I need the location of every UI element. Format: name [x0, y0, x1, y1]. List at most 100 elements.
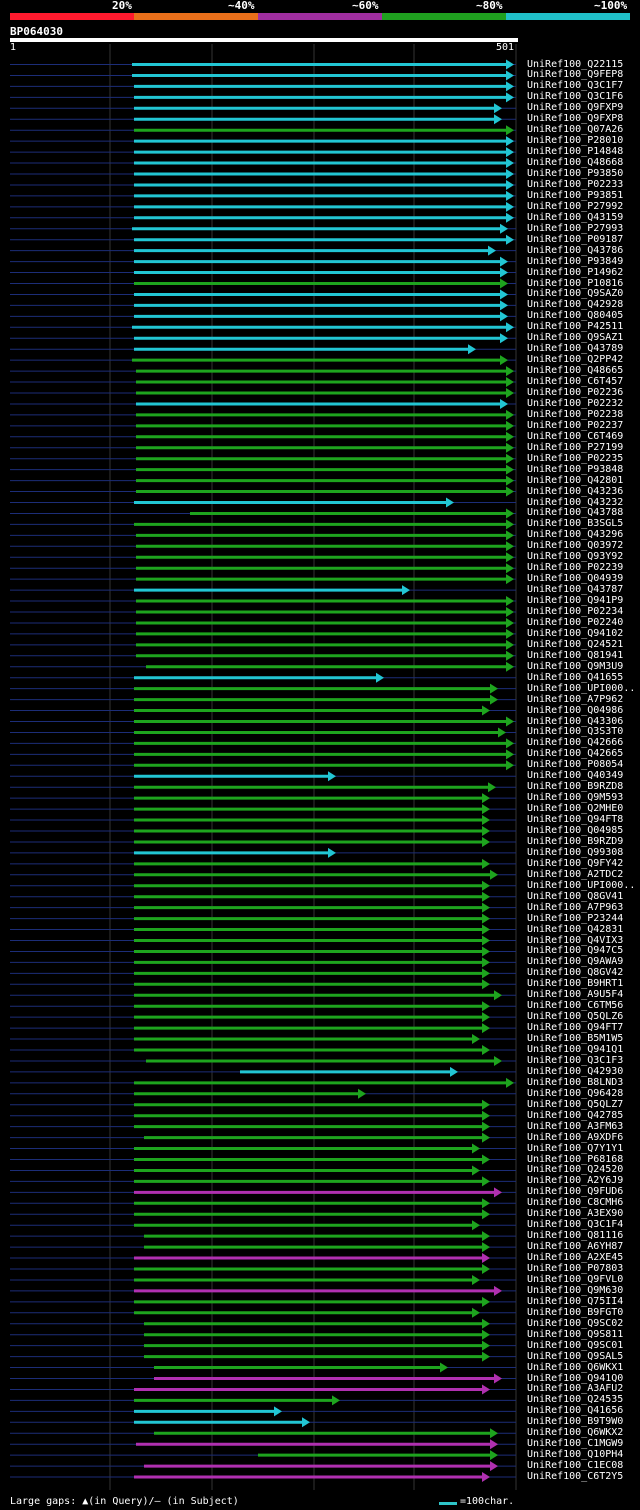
hit-label[interactable]: UniRef100_P27993: [527, 222, 624, 234]
hit-label[interactable]: UniRef100_P07803: [527, 1263, 624, 1274]
hit-label[interactable]: UniRef100_P14962: [527, 266, 624, 278]
hit-label[interactable]: UniRef100_Q9FY42: [527, 857, 624, 869]
hit-label[interactable]: UniRef100_Q3C1F4: [527, 1219, 624, 1231]
hit-label[interactable]: UniRef100_Q42666: [527, 737, 624, 749]
hit-label[interactable]: UniRef100_P10816: [527, 277, 624, 289]
hit-label[interactable]: UniRef100_Q9FVL0: [527, 1273, 624, 1285]
hit-label[interactable]: UniRef100_C1EC08: [527, 1460, 624, 1472]
hit-label[interactable]: UniRef100_Q43236: [527, 485, 624, 497]
hit-label[interactable]: UniRef100_P02232: [527, 397, 624, 409]
hit-label[interactable]: UniRef100_Q43296: [527, 529, 624, 541]
hit-label[interactable]: UniRef100_Q3C1F7: [527, 80, 624, 92]
hit-label[interactable]: UniRef100_Q42801: [527, 474, 624, 486]
hit-label[interactable]: UniRef100_Q43788: [527, 507, 624, 519]
hit-label[interactable]: UniRef100_Q8GV41: [527, 890, 624, 902]
hit-label[interactable]: UniRef100_Q40349: [527, 770, 624, 782]
hit-label[interactable]: UniRef100_Q75II4: [527, 1295, 624, 1307]
hit-label[interactable]: UniRef100_Q8GV42: [527, 967, 624, 979]
hit-label[interactable]: UniRef100_B9T9W0: [527, 1416, 624, 1428]
hit-label[interactable]: UniRef100_Q96428: [527, 1087, 624, 1099]
hit-label[interactable]: UniRef100_Q10PH4: [527, 1449, 624, 1461]
hit-label[interactable]: UniRef100_Q9M630: [527, 1284, 624, 1296]
hit-label[interactable]: UniRef100_A7P962: [527, 693, 624, 705]
hit-label[interactable]: UniRef100_Q48668: [527, 157, 624, 169]
hit-label[interactable]: UniRef100_P09187: [527, 233, 624, 245]
hit-label[interactable]: UniRef100_Q43232: [527, 496, 624, 508]
hit-label[interactable]: UniRef100_Q24520: [527, 1164, 624, 1176]
hit-label[interactable]: UniRef100_B9HRT1: [527, 978, 624, 990]
hit-label[interactable]: UniRef100_A2XE45: [527, 1252, 624, 1264]
hit-label[interactable]: UniRef100_A3FM63: [527, 1120, 624, 1132]
hit-label[interactable]: UniRef100_Q7Y1Y1: [527, 1142, 624, 1154]
hit-label[interactable]: UniRef100_Q43159: [527, 211, 624, 223]
hit-label[interactable]: UniRef100_A3EX90: [527, 1208, 624, 1220]
hit-label[interactable]: UniRef100_Q941P9: [527, 595, 624, 607]
hit-label[interactable]: UniRef100_Q04939: [527, 573, 624, 585]
hit-label[interactable]: UniRef100_C6T469: [527, 430, 624, 442]
hit-label[interactable]: UniRef100_P02235: [527, 452, 624, 464]
hit-label[interactable]: UniRef100_UPI000..: [527, 682, 636, 694]
hit-label[interactable]: UniRef100_Q07A26: [527, 124, 624, 136]
hit-label[interactable]: UniRef100_Q9AWA9: [527, 956, 624, 968]
hit-label[interactable]: UniRef100_P93849: [527, 255, 624, 267]
hit-label[interactable]: UniRef100_Q9M593: [527, 792, 624, 804]
hit-label[interactable]: UniRef100_P93848: [527, 463, 624, 475]
hit-label[interactable]: UniRef100_A6YH87: [527, 1241, 624, 1253]
hit-label[interactable]: UniRef100_Q81941: [527, 649, 624, 661]
hit-label[interactable]: UniRef100_Q5QLZ7: [527, 1098, 624, 1110]
hit-label[interactable]: UniRef100_C8CMH6: [527, 1197, 624, 1209]
hit-label[interactable]: UniRef100_P02239: [527, 562, 624, 574]
hit-label[interactable]: UniRef100_Q42785: [527, 1109, 624, 1121]
hit-label[interactable]: UniRef100_Q9SAZ1: [527, 332, 624, 344]
hit-label[interactable]: UniRef100_Q6WKX2: [527, 1427, 624, 1439]
hit-label[interactable]: UniRef100_A9U5F4: [527, 989, 624, 1001]
hit-label[interactable]: UniRef100_Q43789: [527, 343, 624, 355]
hit-label[interactable]: UniRef100_Q94FT7: [527, 1022, 624, 1034]
hit-label[interactable]: UniRef100_P93850: [527, 168, 624, 179]
hit-label[interactable]: UniRef100_Q93Y92: [527, 551, 624, 563]
hit-label[interactable]: UniRef100_P08054: [527, 759, 624, 771]
hit-label[interactable]: UniRef100_P42511: [527, 321, 624, 333]
hit-label[interactable]: UniRef100_B9FGT0: [527, 1306, 624, 1318]
hit-label[interactable]: UniRef100_Q22115: [527, 58, 624, 70]
hit-label[interactable]: UniRef100_P02233: [527, 178, 624, 190]
hit-label[interactable]: UniRef100_B9RZD8: [527, 781, 624, 793]
hit-label[interactable]: UniRef100_UPI000..: [527, 879, 636, 891]
hit-label[interactable]: UniRef100_Q04985: [527, 825, 624, 836]
hit-label[interactable]: UniRef100_P14848: [527, 146, 624, 158]
hit-label[interactable]: UniRef100_A2Y6J9: [527, 1175, 624, 1187]
hit-label[interactable]: UniRef100_Q42665: [527, 748, 624, 760]
hit-label[interactable]: UniRef100_Q99308: [527, 846, 624, 858]
hit-label[interactable]: UniRef100_Q80405: [527, 310, 624, 322]
hit-label[interactable]: UniRef100_Q9FUD6: [527, 1186, 624, 1198]
hit-label[interactable]: UniRef100_C1MGW9: [527, 1438, 624, 1450]
hit-label[interactable]: UniRef100_Q43306: [527, 715, 624, 727]
hit-label[interactable]: UniRef100_Q9SC02: [527, 1317, 624, 1329]
hit-label[interactable]: UniRef100_P02238: [527, 408, 624, 420]
hit-label[interactable]: UniRef100_P27992: [527, 200, 624, 212]
hit-label[interactable]: UniRef100_P27199: [527, 441, 624, 453]
hit-label[interactable]: UniRef100_Q9SC01: [527, 1339, 624, 1351]
hit-label[interactable]: UniRef100_Q9SAZ0: [527, 288, 624, 300]
hit-label[interactable]: UniRef100_Q41656: [527, 1405, 624, 1417]
hit-label[interactable]: UniRef100_A2TDC2: [527, 868, 624, 880]
hit-label[interactable]: UniRef100_Q24521: [527, 638, 624, 650]
hit-label[interactable]: UniRef100_Q4VIX3: [527, 934, 624, 946]
hit-label[interactable]: UniRef100_Q94102: [527, 627, 624, 639]
hit-label[interactable]: UniRef100_Q6WKX1: [527, 1361, 624, 1373]
hit-label[interactable]: UniRef100_Q9FXP8: [527, 113, 624, 125]
hit-label[interactable]: UniRef100_Q24535: [527, 1394, 624, 1406]
hit-label[interactable]: UniRef100_Q94FT8: [527, 814, 624, 826]
hit-label[interactable]: UniRef100_B3SGL5: [527, 518, 624, 530]
hit-label[interactable]: UniRef100_Q48665: [527, 365, 624, 377]
hit-label[interactable]: UniRef100_Q9FXP9: [527, 102, 624, 114]
hit-label[interactable]: UniRef100_Q9SAL5: [527, 1350, 624, 1362]
hit-label[interactable]: UniRef100_Q3C1F3: [527, 1054, 624, 1066]
hit-label[interactable]: UniRef100_Q03972: [527, 540, 624, 552]
hit-label[interactable]: UniRef100_Q42831: [527, 923, 624, 935]
hit-label[interactable]: UniRef100_Q947C5: [527, 945, 624, 957]
hit-label[interactable]: UniRef100_Q9S811: [527, 1328, 624, 1340]
hit-label[interactable]: UniRef100_C6T457: [527, 376, 624, 388]
hit-label[interactable]: UniRef100_Q5QLZ6: [527, 1011, 624, 1023]
hit-label[interactable]: UniRef100_C6T2Y5: [527, 1471, 624, 1483]
